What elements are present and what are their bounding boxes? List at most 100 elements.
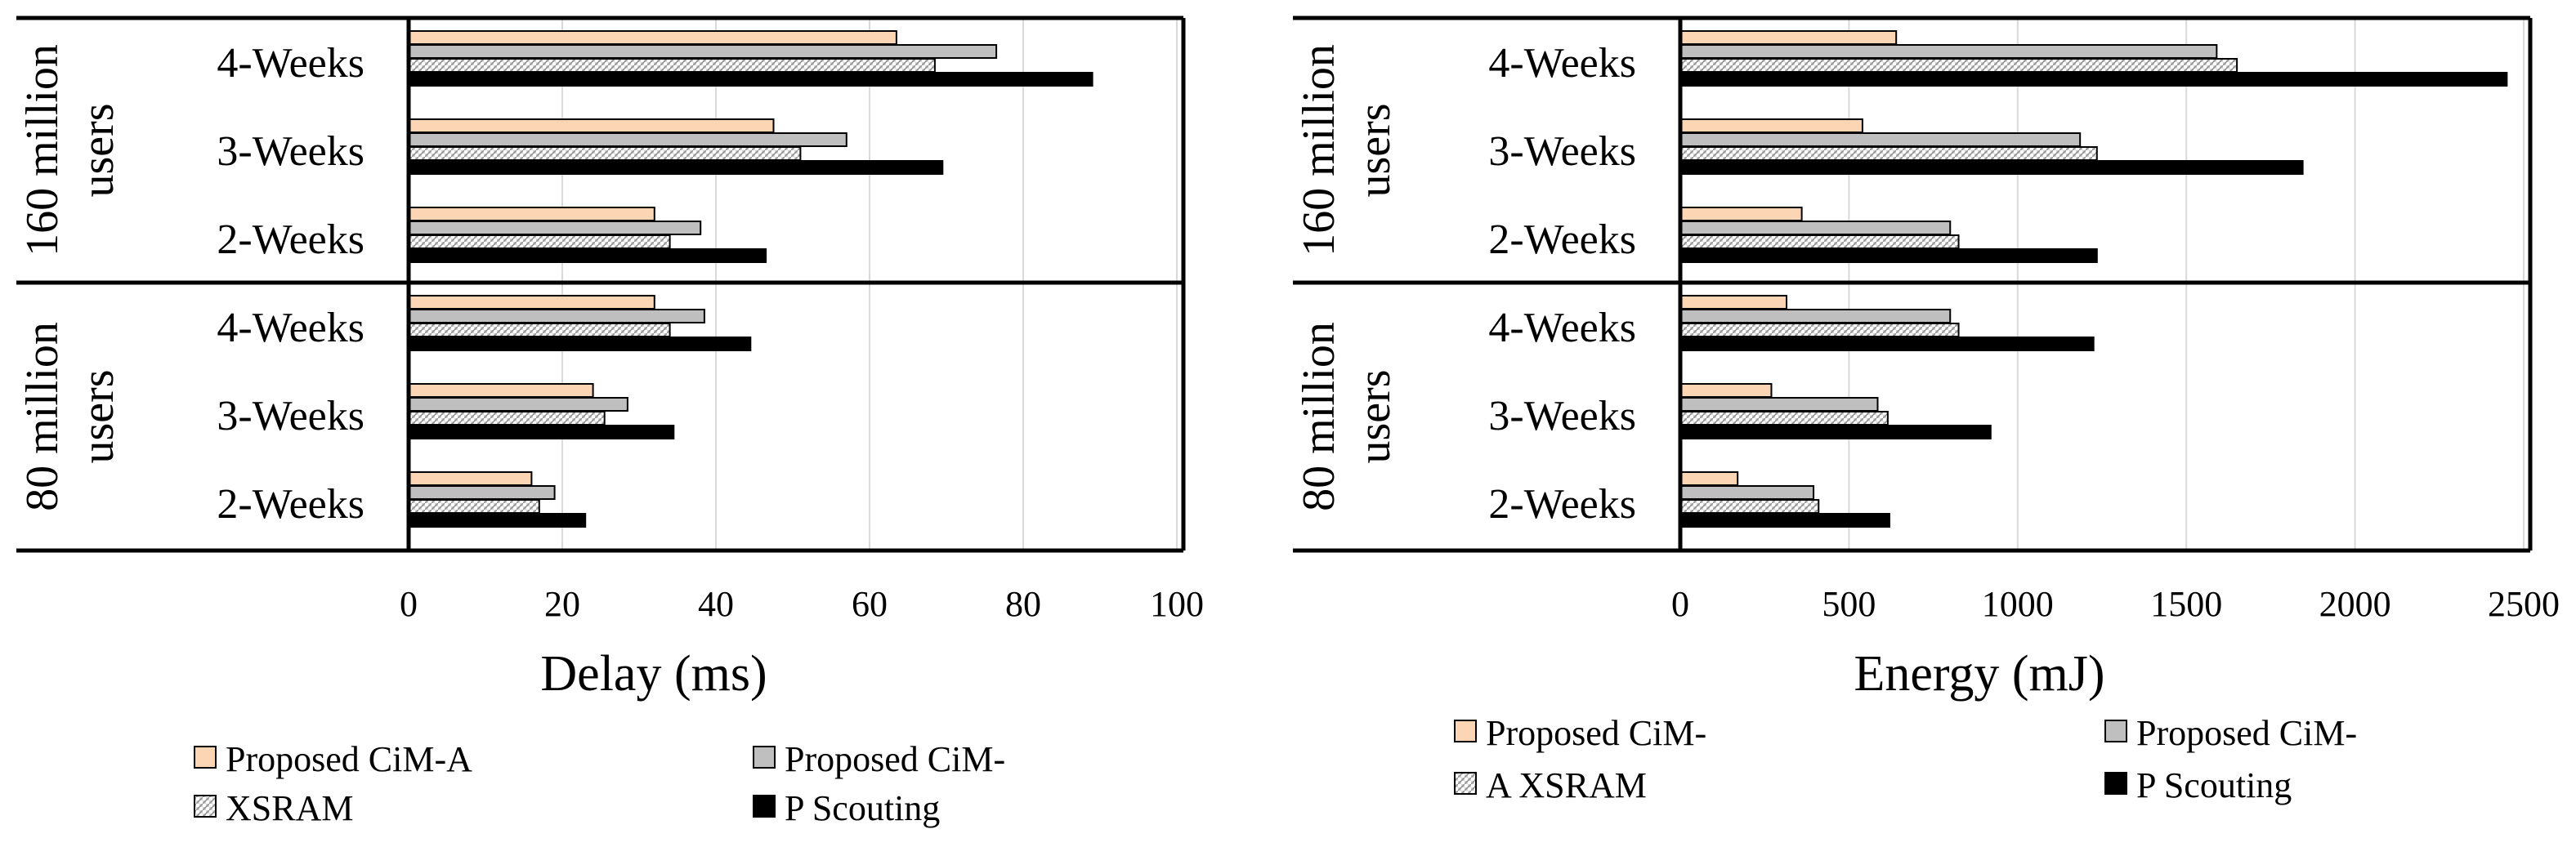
group-label-line1: 80 million (17, 322, 68, 511)
legend-swatch-xsram (1454, 772, 1477, 795)
legend-swatch-scouting (2104, 772, 2127, 795)
group-label-line2: users (1349, 369, 1400, 463)
category-label: 3-Weeks (217, 128, 364, 175)
bar-scouting (408, 72, 1093, 87)
bar-scouting (1679, 248, 2098, 263)
bar-ciM_A (408, 118, 775, 133)
legend-swatch-scouting (753, 795, 776, 818)
bar-ciM_P (1679, 485, 1815, 500)
category-label: 2-Weeks (217, 481, 364, 528)
category-label: 3-Weeks (1488, 128, 1636, 175)
bar-xsram (408, 58, 936, 73)
category-label: 2-Weeks (1488, 481, 1636, 528)
bar-ciM_A (1679, 295, 1788, 310)
legend-label: Proposed CiM- (2136, 713, 2357, 753)
bar-scouting (408, 337, 752, 351)
legend-swatch-ciM_A (194, 746, 217, 769)
bar-ciM_P (1679, 221, 1952, 235)
x-tick-label: 1500 (2150, 584, 2222, 624)
legend-label: P Scouting (785, 788, 940, 828)
bar-xsram (408, 146, 802, 161)
legend-label: Proposed CiM-A (226, 739, 472, 779)
bar-xsram (408, 411, 606, 426)
energy-axis-title: Energy (mJ) (1854, 646, 2104, 702)
bar-ciM_A (1679, 471, 1739, 486)
x-tick-label: 2000 (2319, 584, 2391, 624)
bar-scouting (1679, 513, 1890, 528)
bar-ciM_P (408, 397, 628, 412)
category-label: 4-Weeks (1488, 305, 1636, 351)
x-tick-label: 0 (400, 584, 418, 624)
x-tick-label: 0 (1671, 584, 1689, 624)
bar-ciM_P (408, 221, 702, 235)
legend-swatch-ciM_P (753, 746, 776, 769)
bar-scouting (1679, 425, 1992, 439)
category-label: 4-Weeks (217, 40, 364, 87)
bar-ciM_A (1679, 207, 1803, 221)
x-tick-label: 2500 (2488, 584, 2560, 624)
x-tick-label: 20 (544, 584, 580, 624)
category-label: 2-Weeks (217, 216, 364, 263)
bar-ciM_P (1679, 309, 1952, 323)
delay-axis-title: Delay (ms) (540, 646, 767, 702)
x-tick-label: 100 (1150, 584, 1204, 624)
group-label-line2: users (73, 103, 123, 197)
bar-ciM_P (1679, 397, 1879, 412)
bar-ciM_P (1679, 132, 2082, 147)
bar-xsram (1679, 146, 2098, 161)
bar-ciM_A (408, 30, 897, 45)
x-tick-label: 80 (1005, 584, 1041, 624)
bar-ciM_P (408, 44, 998, 59)
bar-ciM_P (408, 132, 847, 147)
bar-xsram (1679, 234, 1960, 249)
category-label: 4-Weeks (217, 305, 364, 351)
category-label: 4-Weeks (1488, 40, 1636, 87)
legend-label: Proposed CiM- (785, 739, 1005, 779)
bar-ciM_A (408, 295, 655, 310)
bar-scouting (1679, 72, 2508, 87)
bar-xsram (1679, 323, 1960, 337)
x-tick-label: 500 (1822, 584, 1876, 624)
bar-ciM_A (408, 207, 655, 221)
bar-ciM_A (1679, 383, 1773, 398)
x-tick-label: 40 (698, 584, 734, 624)
group-label-line1: 80 million (1294, 322, 1344, 511)
legend-swatch-xsram (194, 795, 217, 818)
legend-swatch-ciM_P (2104, 720, 2127, 742)
bar-ciM_P (408, 309, 705, 323)
bar-scouting (1679, 337, 2095, 351)
bar-scouting (408, 248, 767, 263)
delay-chart: 4-Weeks 3-Weeks 2-Weeks 4-Weeks 3-Weeks 2-Wee… (16, 16, 1204, 828)
bar-ciM_A (408, 383, 594, 398)
bar-scouting (408, 425, 675, 439)
bar-ciM_P (1679, 44, 2218, 59)
energy-chart: 4-Weeks 3-Weeks 2-Weeks 4-Weeks 3-Weeks 2-Wee… (1293, 16, 2560, 805)
bar-xsram (1679, 58, 2238, 73)
bar-xsram (408, 323, 671, 337)
bar-scouting (408, 160, 944, 175)
bar-xsram (1679, 411, 1889, 426)
bar-scouting (408, 513, 587, 528)
legend-swatch-ciM_A (1454, 720, 1477, 742)
bar-xsram (1679, 499, 1820, 514)
bar-ciM_A (408, 471, 533, 486)
group-label-line2: users (1349, 103, 1400, 197)
bar-ciM_A (1679, 30, 1898, 45)
bar-ciM_P (408, 485, 556, 500)
legend-label: P Scouting (2136, 765, 2292, 805)
group-label-line1: 160 million (1294, 44, 1344, 256)
x-tick-label: 60 (852, 584, 888, 624)
legend-label: A XSRAM (1486, 765, 1647, 805)
category-label: 2-Weeks (1488, 216, 1636, 263)
category-label: 3-Weeks (1488, 393, 1636, 439)
category-label: 3-Weeks (217, 393, 364, 439)
bar-xsram (408, 234, 671, 249)
x-tick-label: 1000 (1982, 584, 2054, 624)
bar-ciM_A (1679, 118, 1863, 133)
group-label-line1: 160 million (17, 44, 68, 256)
legend-label: XSRAM (226, 788, 354, 828)
bar-scouting (1679, 160, 2304, 175)
group-label-line2: users (73, 369, 123, 463)
bar-xsram (408, 499, 540, 514)
